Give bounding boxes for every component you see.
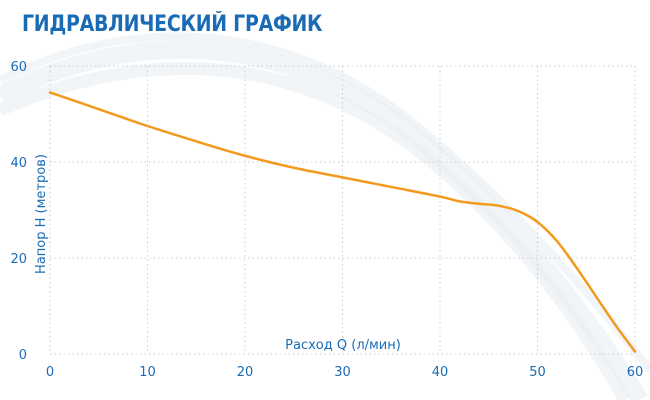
x-tick-label: 60 bbox=[627, 365, 644, 380]
grid bbox=[49, 65, 636, 355]
background-swoosh-band bbox=[0, 40, 648, 400]
y-tick-label: 60 bbox=[10, 60, 27, 75]
background-swoosh-band bbox=[0, 32, 650, 373]
x-tick-label: 50 bbox=[529, 365, 546, 380]
x-tick-labels: 0 10 20 30 40 50 60 bbox=[46, 365, 643, 380]
x-tick-label: 0 bbox=[46, 365, 54, 380]
x-tick-label: 30 bbox=[334, 365, 351, 380]
x-tick-label: 40 bbox=[432, 365, 449, 380]
background-swoosh-band bbox=[0, 62, 631, 400]
x-axis-label: Расход Q (л/мин) bbox=[285, 338, 401, 353]
x-tick-label: 10 bbox=[139, 365, 156, 380]
head-flow-curve bbox=[48, 91, 637, 353]
series bbox=[48, 91, 637, 353]
y-axis-label: Напор H (метров) bbox=[34, 154, 49, 274]
y-tick-label: 20 bbox=[10, 252, 27, 267]
y-tick-label: 40 bbox=[10, 156, 27, 171]
x-tick-label: 20 bbox=[237, 365, 254, 380]
background-swoosh bbox=[0, 32, 650, 400]
y-tick-label: 0 bbox=[19, 348, 27, 363]
y-tick-labels: 0 20 40 60 bbox=[10, 60, 27, 363]
